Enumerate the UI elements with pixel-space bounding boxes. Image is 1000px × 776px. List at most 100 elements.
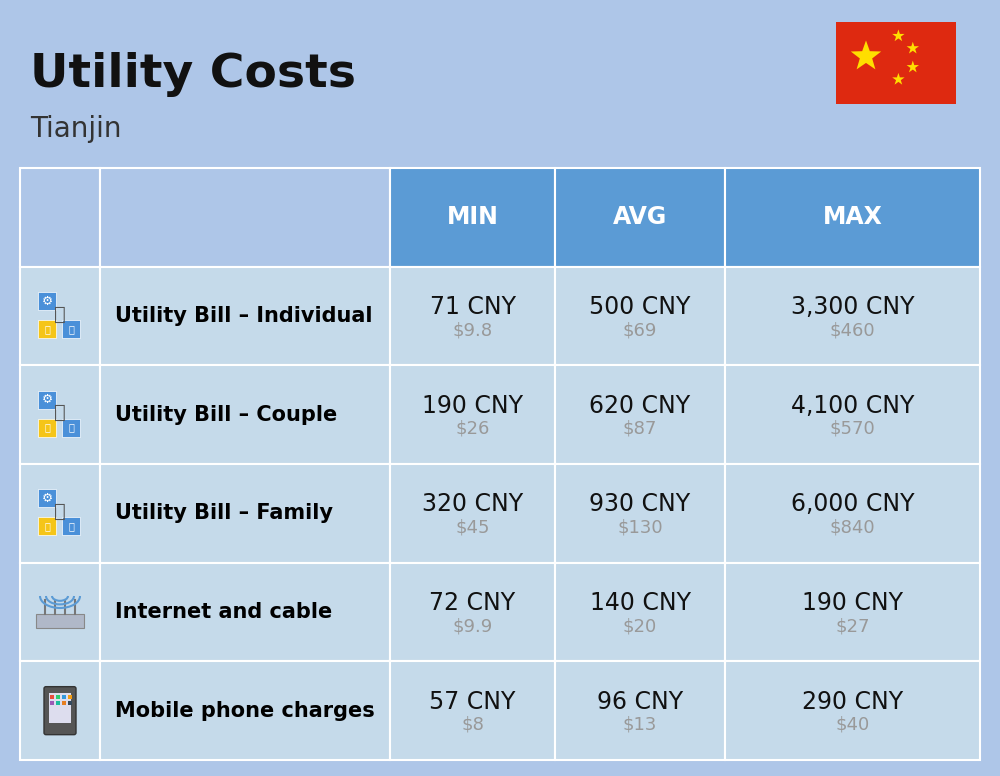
Text: $69: $69 [623, 321, 657, 339]
Text: 6,000 CNY: 6,000 CNY [791, 492, 914, 516]
Bar [62, 320, 80, 338]
Text: 🔌: 🔌 [44, 521, 50, 532]
Polygon shape [892, 73, 905, 85]
Bar [390, 267, 555, 365]
Bar [100, 563, 390, 661]
Text: ⚙: ⚙ [41, 295, 53, 307]
Bar [100, 464, 390, 563]
Bar [20, 464, 100, 563]
Text: 71 CNY: 71 CNY [430, 295, 516, 319]
Text: 💧: 💧 [68, 423, 74, 433]
Bar [20, 661, 100, 760]
Text: 💧: 💧 [68, 521, 74, 532]
Text: 140 CNY: 140 CNY [590, 591, 690, 615]
Bar [390, 365, 555, 464]
Text: 500 CNY: 500 CNY [589, 295, 691, 319]
Bar [100, 365, 390, 464]
Bar [62, 701, 66, 705]
Bar [555, 168, 725, 267]
Bar [555, 464, 725, 563]
Text: $9.8: $9.8 [452, 321, 493, 339]
Bar [20, 563, 100, 661]
Bar [725, 267, 980, 365]
Text: $20: $20 [623, 617, 657, 635]
Bar [725, 168, 980, 267]
Bar [836, 22, 956, 104]
Polygon shape [907, 42, 919, 54]
Bar [390, 464, 555, 563]
Bar [20, 267, 100, 365]
Text: $9.9: $9.9 [452, 617, 493, 635]
Text: 96 CNY: 96 CNY [597, 690, 683, 714]
Text: Internet and cable: Internet and cable [115, 602, 332, 622]
Bar [100, 661, 390, 760]
Bar [68, 701, 72, 705]
Bar [62, 695, 66, 698]
Text: 🧑: 🧑 [54, 502, 66, 521]
Bar [62, 518, 80, 535]
Bar [725, 365, 980, 464]
Text: AVG: AVG [613, 206, 667, 230]
Bar [36, 614, 84, 628]
Bar [555, 267, 725, 365]
Text: $40: $40 [835, 715, 870, 733]
Bar [725, 464, 980, 563]
Text: 3,300 CNY: 3,300 CNY [791, 295, 914, 319]
Bar [50, 695, 54, 698]
Bar [555, 661, 725, 760]
Text: 57 CNY: 57 CNY [429, 690, 516, 714]
Bar [20, 365, 100, 464]
FancyBboxPatch shape [44, 687, 76, 735]
Bar [38, 390, 56, 409]
Bar [20, 168, 100, 267]
Text: 🧑: 🧑 [54, 304, 66, 324]
Bar [390, 563, 555, 661]
Bar [38, 320, 56, 338]
Bar [38, 419, 56, 437]
Text: $45: $45 [455, 518, 490, 536]
Bar [56, 695, 60, 698]
Bar [100, 168, 390, 267]
Text: 320 CNY: 320 CNY [422, 492, 523, 516]
Text: 72 CNY: 72 CNY [429, 591, 516, 615]
Text: $130: $130 [617, 518, 663, 536]
Bar [50, 701, 54, 705]
Text: 4,100 CNY: 4,100 CNY [791, 393, 914, 417]
Text: $27: $27 [835, 617, 870, 635]
Text: Tianjin: Tianjin [30, 115, 122, 143]
Text: Utility Costs: Utility Costs [30, 52, 356, 97]
Text: 930 CNY: 930 CNY [589, 492, 691, 516]
Text: 190 CNY: 190 CNY [422, 393, 523, 417]
Bar [49, 693, 71, 722]
Text: Mobile phone charges: Mobile phone charges [115, 701, 375, 721]
Text: MIN: MIN [447, 206, 498, 230]
Polygon shape [907, 61, 919, 72]
Text: $26: $26 [455, 420, 490, 438]
Text: 190 CNY: 190 CNY [802, 591, 903, 615]
Bar [68, 695, 72, 698]
Text: $840: $840 [830, 518, 875, 536]
Bar [555, 563, 725, 661]
Text: ⚙: ⚙ [41, 393, 53, 406]
Bar [56, 701, 60, 705]
Text: 🧑: 🧑 [54, 404, 66, 422]
Text: 🔌: 🔌 [44, 324, 50, 334]
Text: $570: $570 [830, 420, 875, 438]
Text: Utility Bill – Family: Utility Bill – Family [115, 504, 333, 523]
Bar [555, 365, 725, 464]
Polygon shape [851, 40, 881, 69]
Text: MAX: MAX [823, 206, 882, 230]
Text: ⚙: ⚙ [41, 492, 53, 505]
Text: Utility Bill – Individual: Utility Bill – Individual [115, 306, 372, 326]
Text: $87: $87 [623, 420, 657, 438]
Bar [38, 518, 56, 535]
Bar [38, 292, 56, 310]
Bar [38, 490, 56, 508]
Bar [100, 267, 390, 365]
Text: $8: $8 [461, 715, 484, 733]
Polygon shape [892, 29, 905, 41]
Bar [725, 563, 980, 661]
Text: 620 CNY: 620 CNY [589, 393, 691, 417]
Text: 💧: 💧 [68, 324, 74, 334]
Text: $13: $13 [623, 715, 657, 733]
